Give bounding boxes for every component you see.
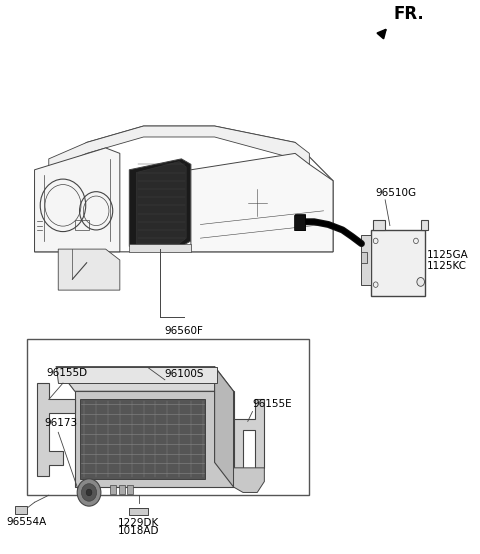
- Text: 1229DK: 1229DK: [118, 517, 159, 527]
- Bar: [119, 485, 125, 494]
- Polygon shape: [373, 220, 385, 230]
- Text: 96100S: 96100S: [165, 369, 204, 379]
- Circle shape: [77, 479, 101, 506]
- Polygon shape: [35, 126, 333, 252]
- Circle shape: [86, 489, 92, 496]
- Bar: [294, 214, 305, 230]
- Text: FR.: FR.: [394, 5, 424, 23]
- Polygon shape: [15, 506, 27, 514]
- Polygon shape: [75, 391, 234, 487]
- Circle shape: [82, 484, 96, 501]
- Polygon shape: [295, 213, 305, 230]
- Bar: [27, 340, 309, 495]
- Text: 96155D: 96155D: [47, 368, 87, 378]
- Text: 1018AD: 1018AD: [118, 526, 159, 536]
- Text: 96510G: 96510G: [376, 188, 417, 198]
- Text: 96173: 96173: [44, 418, 77, 428]
- Polygon shape: [129, 159, 191, 247]
- Polygon shape: [80, 399, 205, 479]
- Polygon shape: [49, 126, 309, 170]
- Polygon shape: [129, 508, 148, 515]
- Polygon shape: [371, 230, 425, 296]
- Text: 1125GA: 1125GA: [426, 250, 468, 260]
- Polygon shape: [361, 235, 371, 285]
- Bar: [89, 372, 108, 379]
- Polygon shape: [58, 249, 120, 290]
- Polygon shape: [129, 244, 191, 252]
- Polygon shape: [56, 367, 217, 383]
- Polygon shape: [136, 162, 186, 244]
- Circle shape: [417, 278, 424, 286]
- Text: 96560F: 96560F: [164, 326, 203, 336]
- Text: 96155E: 96155E: [252, 399, 292, 409]
- Polygon shape: [215, 367, 234, 487]
- Polygon shape: [56, 367, 234, 391]
- Bar: [384, 257, 408, 280]
- Polygon shape: [191, 153, 333, 252]
- Polygon shape: [35, 148, 120, 252]
- Text: 1125KC: 1125KC: [426, 261, 467, 271]
- Polygon shape: [234, 468, 264, 493]
- Bar: [75, 220, 89, 230]
- Polygon shape: [420, 220, 428, 230]
- Bar: [68, 372, 87, 379]
- Polygon shape: [37, 383, 75, 476]
- Bar: [380, 252, 414, 285]
- Bar: [110, 485, 116, 494]
- Bar: [257, 436, 263, 446]
- Text: 96554A: 96554A: [6, 517, 47, 527]
- Polygon shape: [234, 399, 264, 468]
- Polygon shape: [360, 252, 367, 263]
- Bar: [127, 485, 133, 494]
